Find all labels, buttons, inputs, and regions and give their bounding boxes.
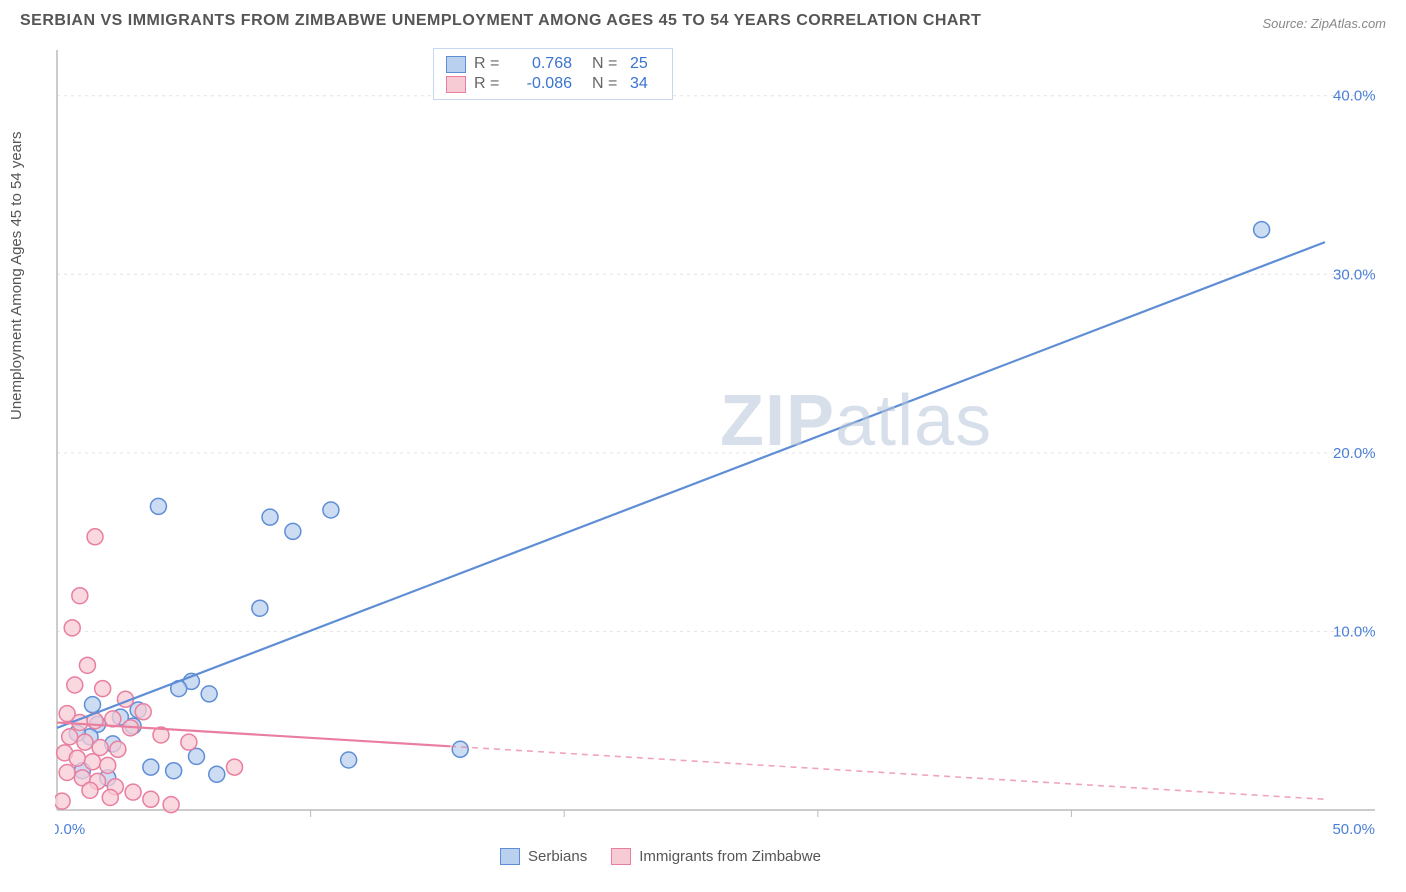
chart-title: SERBIAN VS IMMIGRANTS FROM ZIMBABWE UNEM… [20,12,981,30]
series-swatch [446,56,466,73]
stats-row: R = 0.768 N = 25 [446,54,660,74]
r-label: R = [474,75,502,93]
legend-item: Immigrants from Zimbabwe [611,848,821,865]
series-swatch [446,76,466,93]
stats-row: R = -0.086 N = 34 [446,74,660,94]
series-legend: Serbians Immigrants from Zimbabwe [500,848,821,865]
r-value: -0.086 [510,75,572,93]
legend-label: Immigrants from Zimbabwe [639,848,821,865]
r-value: 0.768 [510,55,572,73]
svg-text:10.0%: 10.0% [1333,623,1376,640]
svg-text:0.0%: 0.0% [55,821,85,838]
svg-text:50.0%: 50.0% [1332,821,1375,838]
svg-text:40.0%: 40.0% [1333,88,1376,105]
scatter-plot-svg: 0.0% 50.0% 10.0% 20.0% 30.0% 40.0% [55,50,1385,840]
n-value: 34 [630,75,660,93]
n-label: N = [592,75,622,93]
legend-swatch [500,848,520,865]
r-label: R = [474,55,502,73]
legend-swatch [611,848,631,865]
svg-text:30.0%: 30.0% [1333,266,1376,283]
n-value: 25 [630,55,660,73]
y-axis-label: Unemployment Among Ages 45 to 54 years [8,131,25,420]
chart-plot-area: 0.0% 50.0% 10.0% 20.0% 30.0% 40.0% [55,50,1385,840]
svg-text:20.0%: 20.0% [1333,445,1376,462]
correlation-stats-box: R = 0.768 N = 25 R = -0.086 N = 34 [433,48,673,100]
n-label: N = [592,55,622,73]
legend-item: Serbians [500,848,587,865]
source-attribution: Source: ZipAtlas.com [1262,16,1386,31]
legend-label: Serbians [528,848,587,865]
